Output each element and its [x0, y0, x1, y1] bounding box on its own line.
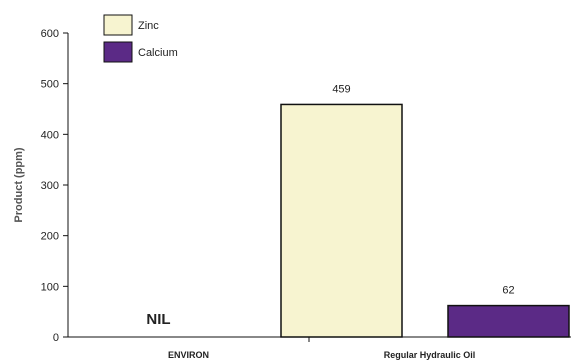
- nil-annotation: NIL: [146, 311, 170, 328]
- x-tick-label: Regular Hydraulic Oil: [384, 350, 476, 360]
- legend-swatch: [103, 14, 133, 36]
- x-tick-label: ENVIRON: [168, 350, 209, 360]
- legend-label: Calcium: [138, 47, 178, 59]
- value-labels: 459 62: [332, 83, 514, 296]
- y-tick-label: 200: [41, 231, 59, 243]
- y-axis: 0 100 200 300 400 500 600: [41, 28, 69, 344]
- legend-swatch: [103, 41, 133, 63]
- legend: Zinc Calcium: [103, 14, 178, 63]
- y-tick-label: 100: [41, 281, 59, 293]
- bar-calcium: [447, 304, 570, 338]
- y-axis-title: Product (ppm): [13, 147, 25, 222]
- y-tick-label: 400: [41, 129, 59, 141]
- bar-value-label: 62: [502, 285, 514, 297]
- x-axis: ENVIRON Regular Hydraulic Oil: [68, 336, 571, 360]
- y-tick-label: 0: [53, 332, 59, 344]
- bar-value-label: 459: [332, 83, 350, 95]
- y-tick-label: 500: [41, 79, 59, 91]
- y-tick-label: 300: [41, 180, 59, 192]
- bar-zinc: [280, 103, 403, 338]
- legend-label: Zinc: [138, 20, 159, 32]
- y-tick-label: 600: [41, 28, 59, 40]
- bars: [280, 103, 570, 338]
